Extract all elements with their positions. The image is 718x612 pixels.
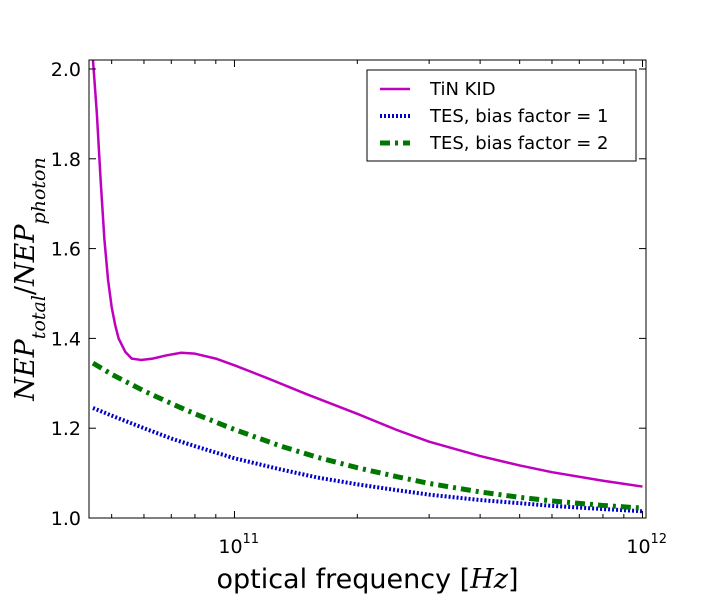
series-line-3 [91,360,643,511]
x-axis-label: optical frequency [Hz] [216,564,518,595]
x-tick-label: 10 [218,536,242,558]
y-axis-label: NEPtotal/NEPphoton [10,157,50,401]
legend-label-3: TES, bias factor = 2 [429,133,609,154]
tick-labels: 1.01.21.41.61.82.010 11 10 12 [51,59,667,558]
plot-lines [91,60,643,514]
y-tick-label: 1.2 [51,418,81,440]
series-line-2 [92,406,643,514]
x-axis-label-text: optical frequency [ [216,564,470,595]
y-tick-label: 1.6 [51,239,81,261]
legend-label-2: TES, bias factor = 1 [429,106,609,127]
y-axis-label-sub-total: total [28,295,50,339]
y-tick-label: 1.8 [51,149,81,171]
y-axis-label-nep-photon: NEP [10,224,41,287]
legend-label-1: TiN KID [429,79,496,100]
series-line-1 [91,60,643,488]
legend-box [366,69,637,162]
axis-ticks [89,60,646,519]
legend: TiN KID TES, bias factor = 1 TES, bias fac… [366,69,637,162]
x-tick-label: 10 [626,536,650,558]
y-axis-label-sub-photon: photon [28,157,50,224]
y-axis-label-slash: / [10,285,41,295]
plot-frame [88,59,647,519]
x-axis-label-bracket: ] [508,564,519,595]
y-tick-label: 1.4 [51,328,81,350]
x-axis-label-unit: Hz [469,564,509,595]
x-tick-label-exponent: 11 [242,532,259,547]
y-tick-label: 1.0 [51,508,81,530]
x-tick-label-exponent: 12 [650,532,667,547]
y-axis-label-nep-total: NEP [10,338,41,401]
y-tick-label: 2.0 [51,59,81,81]
